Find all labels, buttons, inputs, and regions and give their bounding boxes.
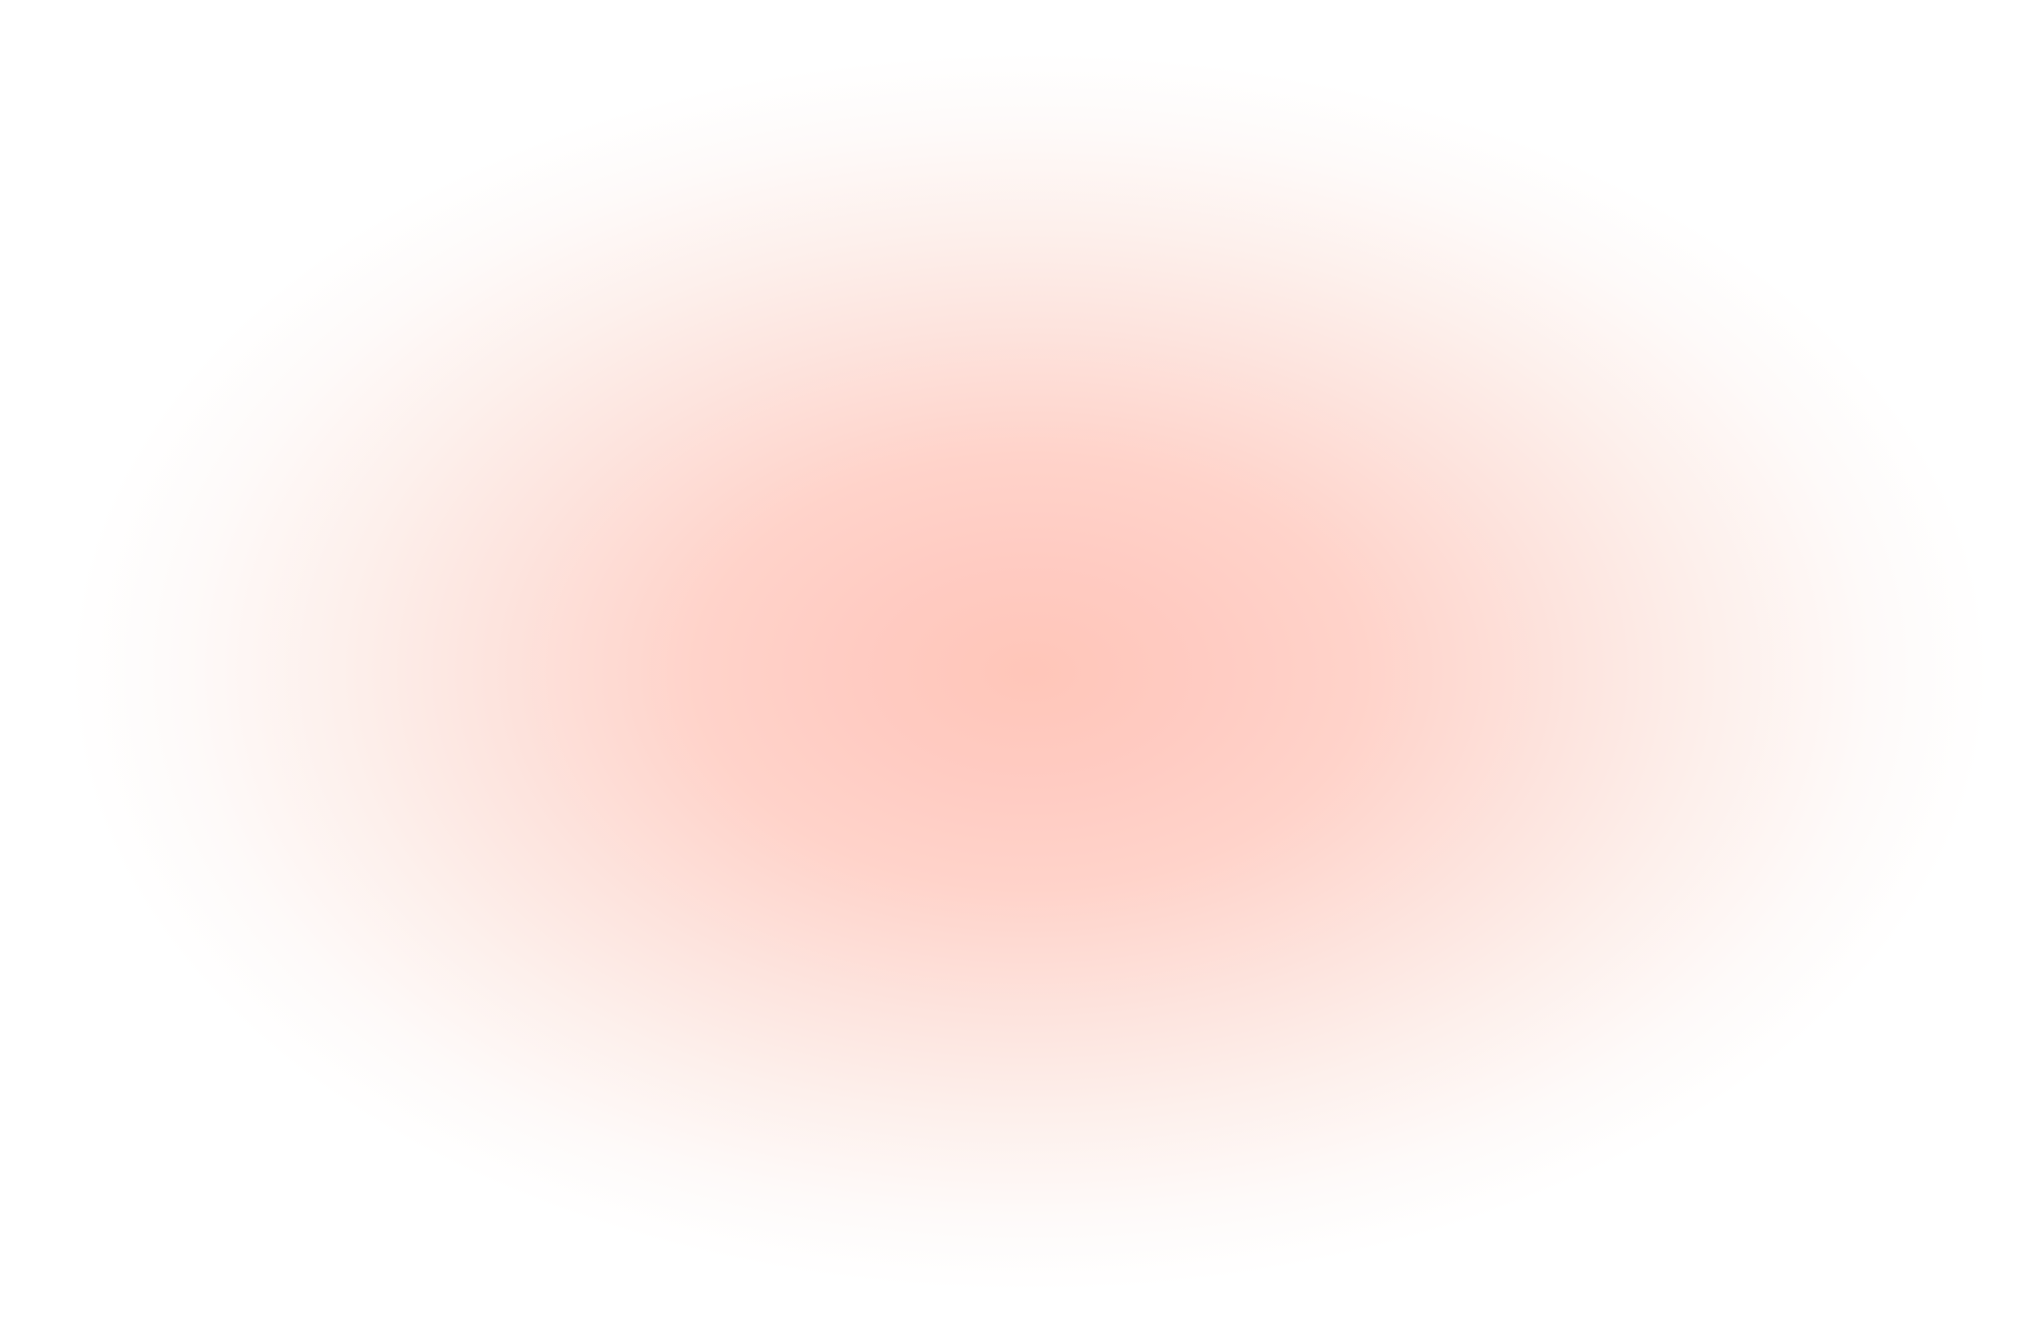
background-gradient-glow <box>0 0 2034 1320</box>
